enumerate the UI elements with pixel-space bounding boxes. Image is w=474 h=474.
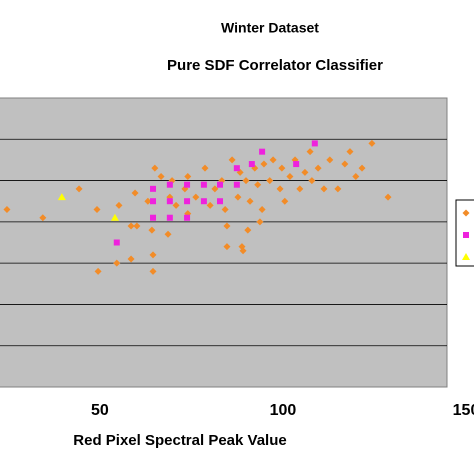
chart-title: Winter Dataset	[221, 20, 319, 36]
point	[166, 198, 173, 205]
chart-subtitle: Pure SDF Correlator Classifier	[167, 57, 383, 74]
legend-marker	[463, 232, 469, 238]
point	[211, 185, 219, 193]
point	[286, 172, 294, 180]
point	[234, 193, 242, 201]
point	[258, 205, 266, 213]
point	[256, 218, 264, 226]
point	[248, 161, 255, 168]
point	[326, 156, 334, 164]
point	[254, 181, 262, 189]
point	[278, 164, 286, 172]
point	[320, 185, 328, 193]
point	[150, 198, 157, 205]
point	[149, 267, 157, 275]
point	[192, 193, 200, 201]
point	[308, 177, 316, 185]
legend-marker	[462, 209, 470, 217]
point	[269, 156, 277, 164]
point	[244, 226, 252, 234]
point	[311, 140, 318, 147]
point	[113, 259, 121, 267]
x-axis-title: Red Pixel Spectral Peak Value	[73, 432, 286, 449]
point	[239, 247, 247, 255]
point	[166, 181, 173, 188]
point	[217, 181, 224, 188]
x-tick-label: 100	[270, 402, 297, 419]
point	[259, 148, 266, 155]
point	[221, 205, 229, 213]
point	[127, 255, 135, 263]
point	[276, 185, 284, 193]
point	[184, 214, 191, 221]
point	[314, 164, 322, 172]
point	[93, 205, 101, 213]
legend-marker	[462, 253, 470, 260]
point	[148, 226, 156, 234]
x-tick-label: 150	[453, 402, 474, 419]
point	[296, 185, 304, 193]
point	[233, 181, 240, 188]
point	[281, 197, 289, 205]
point	[260, 160, 268, 168]
point	[110, 213, 119, 221]
point	[113, 239, 120, 246]
point	[200, 198, 207, 205]
point	[201, 164, 209, 172]
point	[115, 201, 123, 209]
point	[184, 198, 191, 205]
point	[184, 181, 191, 188]
point	[57, 193, 66, 201]
plot-area	[0, 97, 448, 388]
point	[352, 172, 360, 180]
x-tick-label: 50	[91, 402, 109, 419]
point	[172, 201, 180, 209]
point	[39, 214, 47, 222]
point	[127, 222, 135, 230]
point	[157, 172, 165, 180]
point	[149, 251, 157, 259]
point	[150, 214, 157, 221]
point	[242, 177, 250, 185]
point	[228, 156, 236, 164]
point	[166, 214, 173, 221]
point	[306, 148, 314, 156]
point	[75, 185, 83, 193]
point	[150, 185, 157, 192]
point	[217, 198, 224, 205]
point	[200, 181, 207, 188]
point	[233, 165, 240, 172]
point	[346, 148, 354, 156]
point	[358, 164, 366, 172]
point	[206, 201, 214, 209]
point	[184, 172, 192, 180]
point	[266, 177, 274, 185]
point	[334, 185, 342, 193]
point	[368, 139, 376, 147]
point	[164, 230, 172, 238]
point	[131, 189, 139, 197]
point	[293, 161, 300, 168]
point	[246, 197, 254, 205]
point	[3, 205, 11, 213]
point	[151, 164, 159, 172]
point	[223, 243, 231, 251]
point	[301, 168, 309, 176]
point	[384, 193, 392, 201]
point	[341, 160, 349, 168]
point	[94, 267, 102, 275]
point	[223, 222, 231, 230]
point	[144, 197, 152, 205]
point	[133, 222, 141, 230]
